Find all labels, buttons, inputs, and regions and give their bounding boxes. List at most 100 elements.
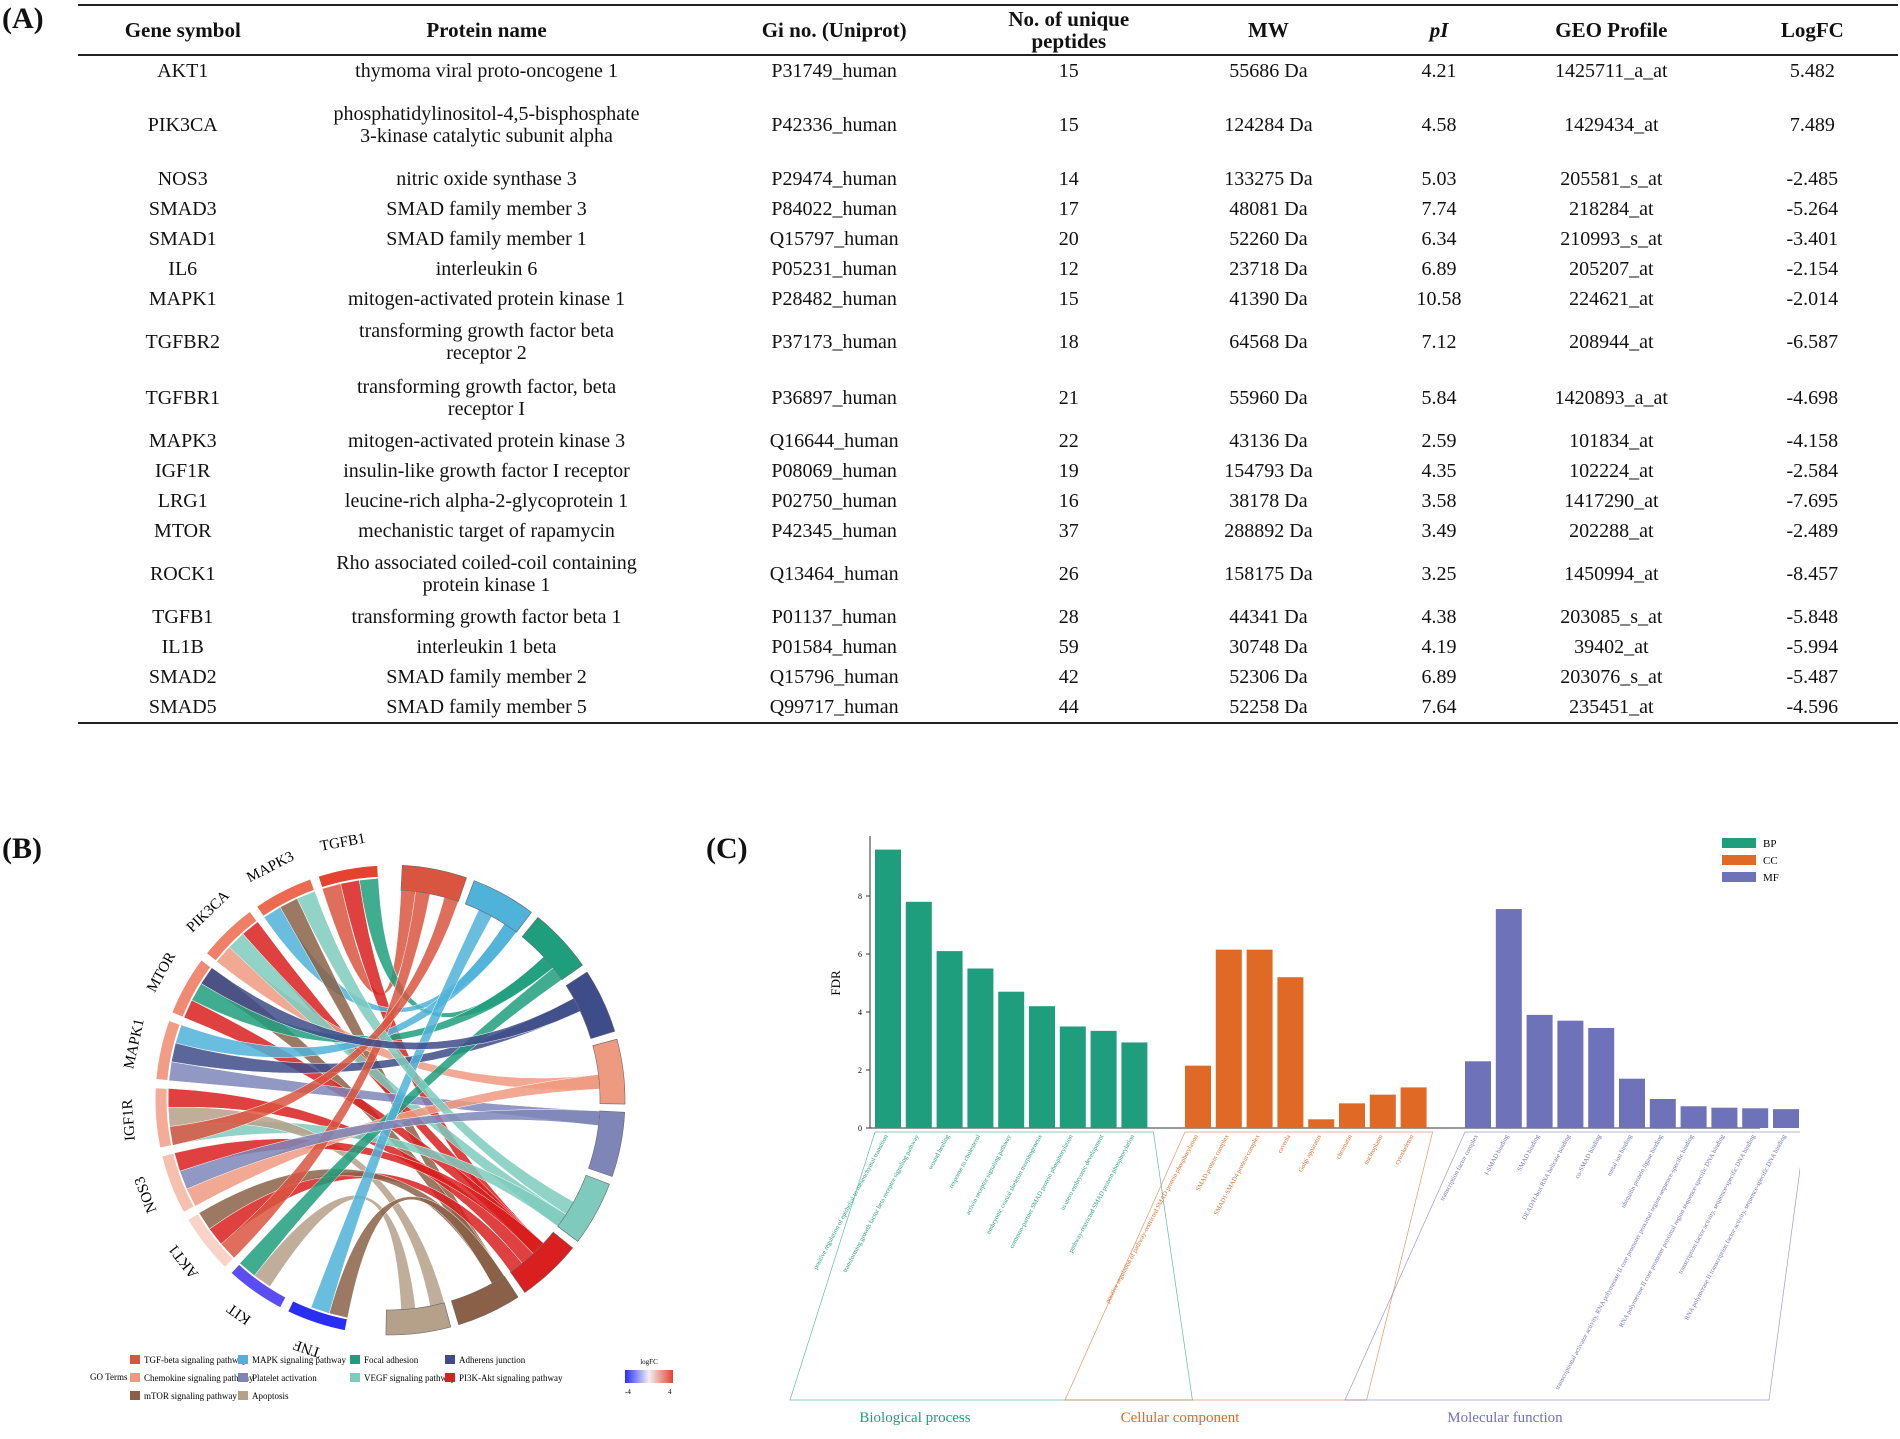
gene-label: MTOR	[144, 950, 179, 995]
gene-arc-mtor	[171, 959, 212, 1018]
cell-unique-peptides: 20	[1058, 228, 1079, 250]
cell-logfc: -4.698	[1786, 387, 1839, 409]
pathway-arc	[451, 1275, 519, 1326]
cell-mw: 44341 Da	[1229, 606, 1308, 628]
gene-arc-pik3ca	[205, 910, 258, 962]
category-label: common-partner SMAD protein phosphorylat…	[1008, 1133, 1074, 1250]
cell-mw: 23718 Da	[1229, 258, 1308, 280]
group-label: Molecular function	[1447, 1410, 1563, 1426]
gene-label: PIK3CA	[184, 888, 233, 936]
cell-mw: 38178 Da	[1229, 490, 1308, 512]
legend-label: Focal adhesion	[364, 1355, 419, 1365]
table-row: IL1B interleukin 1 beta P01584_human 59 3074…	[78, 632, 1898, 662]
cell-unique-peptides: 12	[1058, 258, 1079, 280]
col-unique-peptides: No. of unique peptides	[982, 6, 1155, 56]
cell-geo-profile: 208944_at	[1569, 331, 1654, 353]
col-geo-profile: GEO Profile	[1496, 6, 1727, 56]
table-row: TGFBR1 transforming growth factor, beta r…	[78, 370, 1898, 426]
bar-cc	[1339, 1103, 1365, 1128]
cell-gi-no: Q15796_human	[769, 666, 899, 688]
cell-unique-peptides: 59	[1058, 636, 1079, 658]
legend-swatch	[130, 1391, 140, 1400]
cell-pi: 4.38	[1421, 606, 1457, 628]
cell-logfc: -2.489	[1786, 520, 1839, 542]
cell-geo-profile: 202288_at	[1569, 520, 1654, 542]
cell-gene-symbol: IL1B	[161, 636, 204, 658]
cell-geo-profile: 235451_at	[1496, 692, 1727, 724]
cell-gi-no: P02750_human	[771, 490, 897, 512]
cell-protein-name: SMAD family member 1	[386, 228, 587, 250]
cell-geo-profile: 210993_s_at	[1560, 228, 1663, 250]
cell-geo-profile: 205581_s_at	[1560, 168, 1663, 190]
gene-table: Gene symbol Protein name Gi no. (Uniprot…	[78, 6, 1898, 724]
cell-mw: 288892 Da	[1224, 520, 1313, 542]
panel-label-b: (B)	[2, 832, 42, 865]
legend-label: Apoptosis	[252, 1391, 289, 1401]
table-row: MAPK1 mitogen-activated protein kinase 1 P…	[78, 284, 1898, 314]
cell-logfc: -4.596	[1726, 692, 1898, 724]
bar-mf	[1495, 909, 1522, 1128]
bar-bp	[967, 968, 994, 1128]
table-row: PIK3CA phosphatidylinositol-4,5-bisphosph…	[78, 86, 1898, 164]
table-row: LRG1 leucine-rich alpha-2-glycoprotein 1 P…	[78, 486, 1898, 516]
legend-swatch	[238, 1391, 248, 1400]
table-top-rule	[78, 4, 1898, 6]
cell-geo-profile: 101834_at	[1569, 430, 1654, 452]
legend-swatch-cc	[1722, 855, 1756, 865]
cell-gene-symbol: PIK3CA	[147, 114, 218, 136]
cell-unique-peptides: 15	[1058, 60, 1079, 82]
gene-label: KIT	[224, 1300, 254, 1327]
legend-swatch	[130, 1373, 140, 1382]
cell-protein-name: Rho associated coiled-coil containing pr…	[336, 552, 637, 596]
cell-unique-peptides: 17	[1058, 198, 1079, 220]
category-label: nucleoplasm	[1363, 1134, 1385, 1166]
cell-geo-profile: 1429434_at	[1564, 114, 1659, 136]
cell-geo-profile: 1450994_at	[1564, 563, 1659, 585]
bar-mf	[1588, 1027, 1615, 1128]
cell-gi-no: P42336_human	[771, 114, 897, 136]
table-row: IL6 interleukin 6 P05231_human 12 23718 Da 6.…	[78, 254, 1898, 284]
table-row: SMAD1 SMAD family member 1 Q15797_human 20 5…	[78, 224, 1898, 254]
y-tick-label: 0	[858, 1124, 862, 1133]
bar-bp	[1029, 1006, 1055, 1128]
cell-gene-symbol: SMAD2	[148, 666, 217, 688]
pathway-arc	[400, 865, 467, 902]
table-row: AKT1 thymoma viral proto-oncogene 1 P31749…	[78, 55, 1898, 86]
gene-arc-igf1r	[154, 1087, 173, 1149]
cell-geo-profile: 1420893_a_at	[1554, 387, 1668, 409]
cell-gi-no: P31749_human	[771, 60, 897, 82]
cell-protein-name: transforming growth factor beta 1	[351, 606, 622, 628]
cell-gene-symbol: MAPK3	[148, 430, 217, 452]
group-label: Cellular component	[1121, 1410, 1241, 1426]
cell-pi: 3.49	[1421, 520, 1457, 542]
table-row: MAPK3 mitogen-activated protein kinase 3 Q…	[78, 426, 1898, 456]
cell-geo-profile: 1417290_at	[1564, 490, 1659, 512]
gene-arc-akt1	[187, 1212, 235, 1269]
cell-pi: 2.59	[1421, 430, 1457, 452]
cell-unique-peptides: 15	[1058, 114, 1079, 136]
cell-geo-profile: 203076_s_at	[1560, 666, 1663, 688]
cell-protein-name: nitric oxide synthase 3	[396, 168, 577, 190]
cell-pi: 7.64	[1382, 692, 1496, 724]
bar-mf	[1557, 1020, 1584, 1128]
table-row: SMAD3 SMAD family member 3 P84022_human 17 4…	[78, 194, 1898, 224]
bar-mf	[1649, 1099, 1676, 1128]
gene-arc-tgfb1	[317, 864, 379, 889]
y-axis-label: FDR	[828, 970, 843, 996]
bar-bp	[905, 901, 932, 1128]
category-label: pathway-restricted SMAD protein phosphor…	[1068, 1133, 1137, 1254]
bar-mf	[1465, 1061, 1491, 1128]
cell-unique-peptides: 18	[1058, 331, 1079, 353]
cell-protein-name: interleukin 6	[435, 258, 538, 280]
legend-label: CC	[1763, 855, 1778, 867]
cell-logfc: -8.457	[1786, 563, 1839, 585]
category-label: cytoskeleton	[1394, 1133, 1416, 1166]
legend-swatch	[350, 1355, 360, 1364]
gene-label: TGFB1	[319, 831, 367, 855]
cell-pi: 3.25	[1421, 563, 1457, 585]
gene-label: AKT1	[166, 1241, 202, 1281]
cell-pi: 10.58	[1416, 288, 1462, 310]
cell-protein-name: transforming growth factor beta receptor…	[359, 320, 614, 364]
category-label: SMAD protein complex	[1195, 1133, 1231, 1192]
panel-label-a: (A)	[2, 2, 44, 35]
